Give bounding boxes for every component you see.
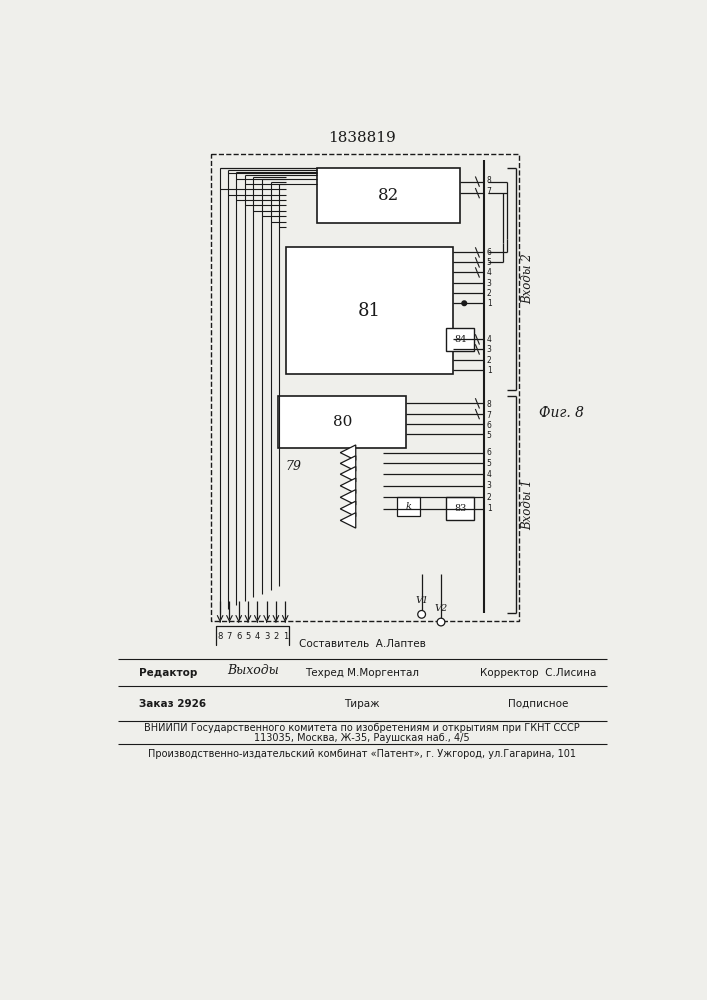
Text: 113035, Москва, Ж-35, Раушская наб., 4/5: 113035, Москва, Ж-35, Раушская наб., 4/5 <box>254 733 469 743</box>
Text: Редактор: Редактор <box>139 668 197 678</box>
Text: Выходы: Выходы <box>227 664 279 677</box>
Text: Техред М.Моргентал: Техред М.Моргентал <box>305 668 419 678</box>
Bar <box>397 497 420 516</box>
Bar <box>211 154 518 620</box>
Text: 1: 1 <box>486 366 491 375</box>
Text: 83: 83 <box>454 504 467 513</box>
Text: 1838819: 1838819 <box>328 131 396 145</box>
Bar <box>446 328 474 351</box>
Text: 1: 1 <box>486 504 491 513</box>
Text: Корректор  С.Лисина: Корректор С.Лисина <box>479 668 596 678</box>
Text: 4: 4 <box>255 632 260 641</box>
Text: 7: 7 <box>227 632 232 641</box>
Circle shape <box>418 610 426 618</box>
Text: 7: 7 <box>486 411 491 420</box>
Text: 4: 4 <box>486 268 491 277</box>
Text: 2: 2 <box>486 493 491 502</box>
Text: Заказ 2926: Заказ 2926 <box>139 699 206 709</box>
Text: 3: 3 <box>486 345 491 354</box>
Text: 8: 8 <box>218 632 223 641</box>
Text: 6: 6 <box>236 632 241 641</box>
Text: 82: 82 <box>378 187 399 204</box>
Text: 4: 4 <box>486 335 491 344</box>
Text: 2: 2 <box>486 356 491 365</box>
Text: 81: 81 <box>358 302 381 320</box>
Bar <box>286 247 452 374</box>
Text: V2: V2 <box>434 604 448 613</box>
Text: V1: V1 <box>415 596 428 605</box>
Text: Входы 1: Входы 1 <box>521 479 534 530</box>
Circle shape <box>462 301 467 306</box>
Polygon shape <box>340 501 356 517</box>
Text: 5: 5 <box>486 459 491 468</box>
Text: 5: 5 <box>486 431 491 440</box>
Polygon shape <box>340 478 356 493</box>
Text: Входы 2: Входы 2 <box>521 253 534 304</box>
Polygon shape <box>340 456 356 471</box>
Text: Производственно-издательский комбинат «Патент», г. Ужгород, ул.Гагарина, 101: Производственно-издательский комбинат «П… <box>148 749 576 759</box>
Text: 8: 8 <box>486 176 491 185</box>
Bar <box>211 154 518 620</box>
Text: 6: 6 <box>486 248 491 257</box>
Circle shape <box>437 618 445 626</box>
Polygon shape <box>340 490 356 505</box>
Text: 3: 3 <box>486 481 491 490</box>
Text: 5: 5 <box>245 632 251 641</box>
Text: 1: 1 <box>283 632 288 641</box>
Polygon shape <box>340 445 356 460</box>
Bar <box>279 396 406 448</box>
Polygon shape <box>340 466 356 482</box>
Text: 5: 5 <box>486 258 491 267</box>
Text: 6: 6 <box>486 421 491 430</box>
Text: ВНИИПИ Государственного комитета по изобретениям и открытиям при ГКНТ СССР: ВНИИПИ Государственного комитета по изоб… <box>144 723 580 733</box>
Text: 3: 3 <box>486 279 491 288</box>
Text: 1: 1 <box>486 299 491 308</box>
Text: 2: 2 <box>486 289 491 298</box>
Text: Подписное: Подписное <box>508 699 568 709</box>
Text: 3: 3 <box>264 632 269 641</box>
Text: 2: 2 <box>274 632 279 641</box>
Text: 7: 7 <box>486 187 491 196</box>
Bar <box>446 497 474 520</box>
Text: 84: 84 <box>454 335 467 344</box>
Bar <box>317 168 460 223</box>
Text: 4: 4 <box>486 470 491 479</box>
Text: 79: 79 <box>286 460 302 473</box>
Text: 8: 8 <box>486 400 491 409</box>
Text: Составитель  А.Лаптев: Составитель А.Лаптев <box>298 639 426 649</box>
Text: Фиг. 8: Фиг. 8 <box>539 406 583 420</box>
Text: 6: 6 <box>486 448 491 457</box>
Text: Тираж: Тираж <box>344 699 380 709</box>
Text: 80: 80 <box>332 415 352 429</box>
Polygon shape <box>340 513 356 528</box>
Text: k: k <box>406 502 411 511</box>
